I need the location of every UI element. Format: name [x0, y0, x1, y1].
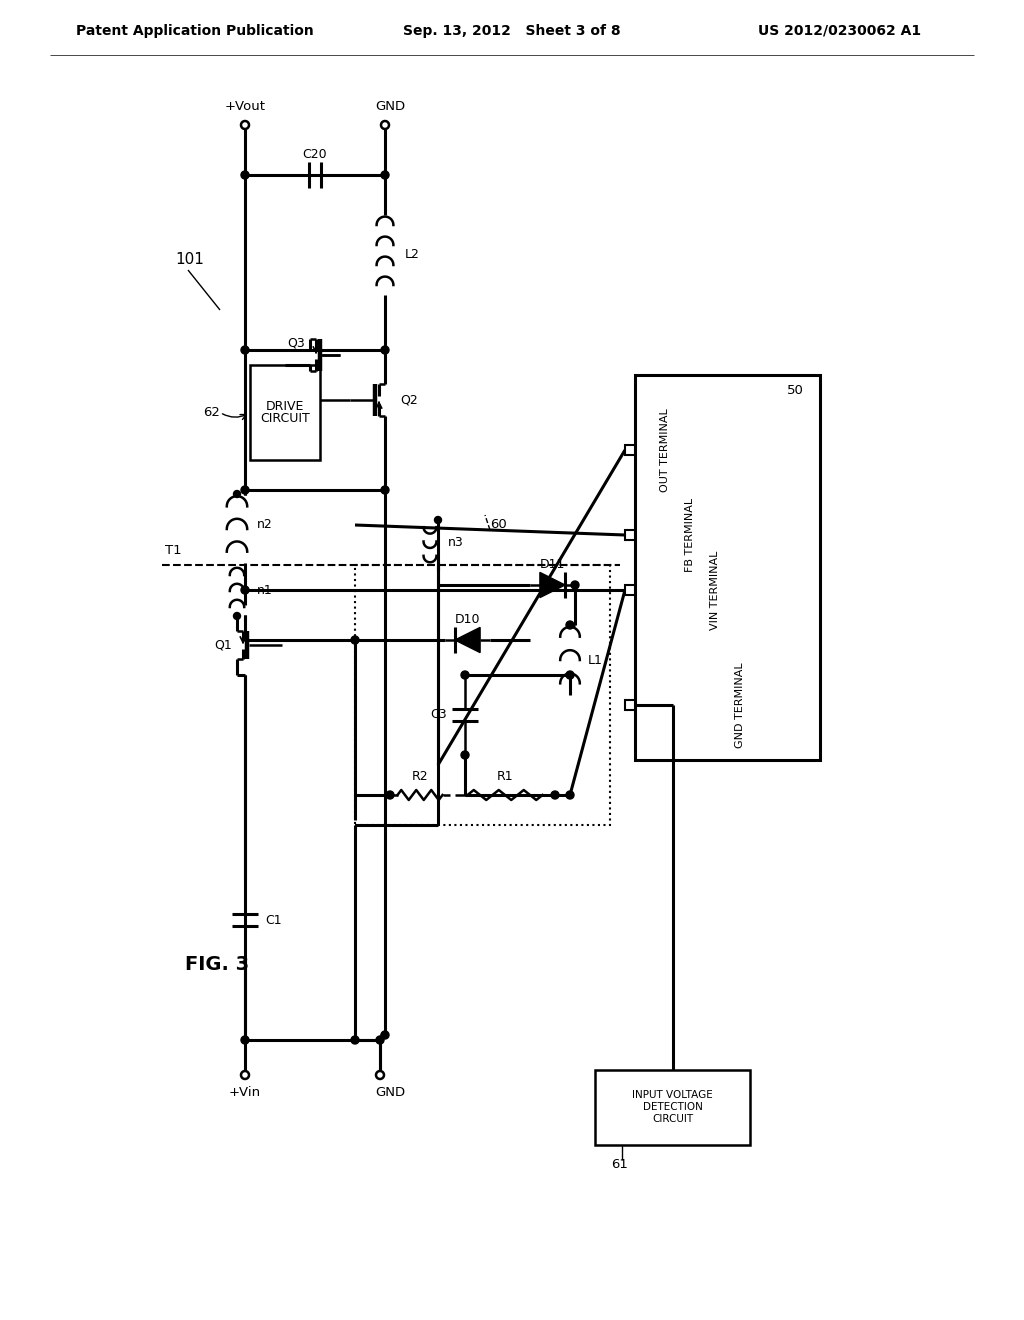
Circle shape: [381, 486, 389, 494]
Text: R2: R2: [412, 771, 428, 784]
Circle shape: [241, 346, 249, 354]
Text: n3: n3: [449, 536, 464, 549]
Text: L2: L2: [406, 248, 420, 261]
Circle shape: [351, 1036, 359, 1044]
Text: VIN TERMINAL: VIN TERMINAL: [710, 550, 720, 630]
Circle shape: [551, 791, 559, 799]
Text: GND: GND: [375, 100, 406, 114]
Text: 60: 60: [490, 519, 507, 532]
Circle shape: [381, 1031, 389, 1039]
Text: C1: C1: [265, 913, 282, 927]
Circle shape: [241, 1036, 249, 1044]
Text: FIG. 3: FIG. 3: [185, 956, 249, 974]
Circle shape: [351, 636, 359, 644]
Text: +Vin: +Vin: [229, 1086, 261, 1100]
Text: D10: D10: [455, 612, 480, 626]
Bar: [250, 366, 319, 459]
Circle shape: [233, 491, 241, 498]
Text: n1: n1: [257, 585, 272, 598]
Circle shape: [461, 671, 469, 678]
Circle shape: [434, 516, 441, 524]
Text: DRIVE: DRIVE: [266, 400, 304, 413]
Circle shape: [233, 612, 241, 619]
Circle shape: [376, 1036, 384, 1044]
Bar: [625, 445, 635, 455]
Circle shape: [566, 791, 574, 799]
Circle shape: [571, 581, 579, 589]
Text: L1: L1: [588, 653, 603, 667]
Text: +Vout: +Vout: [224, 100, 265, 114]
Text: 50: 50: [786, 384, 804, 396]
Text: Patent Application Publication: Patent Application Publication: [76, 24, 314, 38]
Text: 62: 62: [203, 407, 220, 418]
Text: INPUT VOLTAGE: INPUT VOLTAGE: [632, 1090, 713, 1101]
Text: 61: 61: [611, 1159, 629, 1172]
Text: US 2012/0230062 A1: US 2012/0230062 A1: [759, 24, 922, 38]
Bar: [625, 531, 635, 540]
Text: GND TERMINAL: GND TERMINAL: [735, 663, 745, 748]
Circle shape: [381, 172, 389, 180]
Text: Q2: Q2: [400, 393, 418, 407]
Text: CIRCUIT: CIRCUIT: [260, 412, 310, 425]
Text: Q3: Q3: [288, 337, 305, 350]
Polygon shape: [540, 573, 565, 598]
Text: DETECTION: DETECTION: [643, 1102, 702, 1113]
Circle shape: [241, 486, 249, 494]
Text: OUT TERMINAL: OUT TERMINAL: [660, 408, 670, 492]
Bar: [635, 375, 820, 760]
Circle shape: [241, 586, 249, 594]
Text: FB TERMINAL: FB TERMINAL: [685, 498, 695, 572]
Circle shape: [381, 346, 389, 354]
Circle shape: [386, 791, 394, 799]
Text: C20: C20: [303, 149, 328, 161]
Text: C3: C3: [430, 709, 447, 722]
Bar: [625, 585, 635, 595]
Circle shape: [461, 751, 469, 759]
Text: 101: 101: [175, 252, 204, 268]
Polygon shape: [455, 627, 480, 652]
Text: T1: T1: [165, 544, 181, 557]
Text: D11: D11: [540, 558, 565, 570]
Text: GND: GND: [375, 1086, 406, 1100]
Text: Sep. 13, 2012   Sheet 3 of 8: Sep. 13, 2012 Sheet 3 of 8: [403, 24, 621, 38]
Bar: [595, 1071, 750, 1144]
Text: n2: n2: [257, 519, 272, 532]
Circle shape: [566, 671, 574, 678]
Text: R1: R1: [497, 771, 513, 784]
Text: Q1: Q1: [214, 639, 232, 652]
Circle shape: [241, 172, 249, 180]
Bar: [625, 700, 635, 710]
Circle shape: [566, 620, 574, 630]
Text: CIRCUIT: CIRCUIT: [652, 1114, 693, 1125]
Bar: [355, 565, 610, 825]
